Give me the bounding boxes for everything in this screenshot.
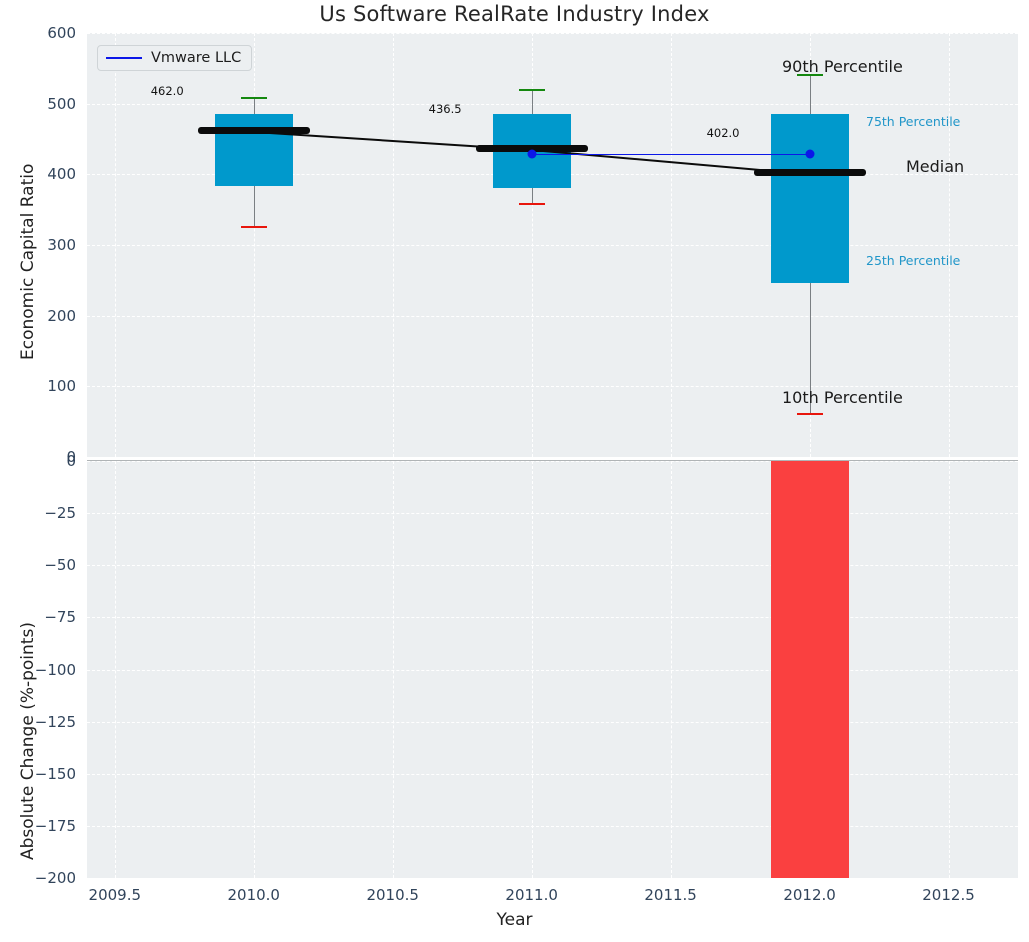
gridline-vertical [114, 33, 116, 457]
x-tick-label: 2012.5 [922, 886, 975, 904]
gridline-horizontal [87, 315, 1018, 317]
gridline-vertical [392, 461, 394, 878]
gridline-horizontal [87, 513, 1018, 515]
y-tick-label-bottom: 0 [66, 452, 76, 470]
y-tick-label-top: 600 [47, 24, 76, 42]
gridline-horizontal [87, 386, 1018, 388]
x-tick-label: 2011.0 [505, 886, 558, 904]
y-tick-label-bottom: −175 [34, 816, 76, 835]
annotation-10th-percentile: 10th Percentile [782, 388, 903, 407]
cap-10th-percentile [240, 225, 267, 228]
y-tick-label-bottom: −50 [44, 556, 76, 575]
x-tick-label: 2010.5 [366, 886, 419, 904]
gridline-horizontal [87, 33, 1018, 34]
gridline-vertical [531, 461, 533, 878]
x-tick-label: 2009.5 [88, 886, 142, 904]
panel-separator-line [87, 460, 1018, 461]
x-axis-title: Year [496, 910, 533, 930]
median-value-label: 436.5 [428, 101, 462, 116]
gridline-vertical [670, 461, 672, 878]
median-value-label: 402.0 [706, 125, 740, 140]
x-tick-label: 2011.5 [644, 886, 697, 904]
iqr-box [214, 114, 293, 187]
median-value-label: 462.0 [150, 83, 184, 98]
chart-title: Us Software RealRate Industry Index [319, 2, 710, 26]
gridline-horizontal [87, 461, 1018, 462]
x-tick-label: 2012.0 [783, 886, 836, 904]
x-tick-label: 2010.0 [227, 886, 280, 904]
series-point-vmware [805, 149, 815, 159]
cap-90th-percentile [240, 96, 267, 99]
y-tick-label-top: 0 [66, 448, 76, 466]
y-tick-label-bottom: −100 [34, 660, 76, 679]
annotation-median: Median [906, 157, 965, 176]
median-bar [753, 169, 866, 177]
y-axis-title-bottom: Absolute Change (%-points) [18, 622, 38, 860]
series-line-vmware [531, 153, 810, 155]
y-tick-label-bottom: −125 [34, 712, 76, 731]
legend-label-vmware: Vmware LLC [151, 50, 242, 66]
y-tick-label-top: 100 [47, 377, 76, 396]
gridline-horizontal [87, 457, 1018, 458]
annotation-25th-percentile: 25th Percentile [866, 253, 961, 268]
median-bar [475, 145, 588, 153]
iqr-box [770, 114, 849, 284]
cap-90th-percentile [518, 88, 545, 91]
gridline-horizontal [87, 103, 1018, 105]
series-point-vmware [527, 149, 537, 159]
gridline-vertical [948, 33, 950, 457]
gridline-horizontal [87, 565, 1018, 567]
gridline-horizontal [87, 721, 1018, 723]
cap-10th-percentile [796, 413, 823, 416]
gridline-vertical [948, 461, 950, 878]
median-bar [197, 127, 310, 135]
y-tick-label-top: 200 [47, 306, 76, 325]
gridline-horizontal [87, 825, 1018, 827]
y-tick-label-bottom: −25 [44, 504, 76, 523]
gridline-horizontal [87, 669, 1018, 671]
gridline-vertical [253, 33, 255, 457]
absolute-change-bar [770, 461, 849, 878]
y-tick-label-top: 400 [47, 165, 76, 184]
y-tick-label-top: 500 [47, 94, 76, 113]
gridline-vertical [670, 33, 672, 457]
cap-90th-percentile [796, 73, 823, 76]
cap-10th-percentile [518, 202, 545, 205]
gridline-vertical [392, 33, 394, 457]
legend[interactable]: Vmware LLC [97, 45, 253, 71]
legend-line-swatch-vmware [106, 57, 142, 59]
y-tick-label-bottom: −150 [34, 764, 76, 783]
annotation-90th-percentile: 90th Percentile [782, 57, 903, 76]
gridline-vertical [114, 461, 116, 878]
y-axis-title-top: Economic Capital Ratio [18, 163, 38, 360]
annotation-75th-percentile: 75th Percentile [866, 114, 961, 129]
y-tick-label-bottom: −75 [44, 608, 76, 627]
gridline-horizontal [87, 773, 1018, 775]
gridline-vertical [531, 33, 533, 457]
gridline-horizontal [87, 245, 1018, 246]
y-tick-label-top: 300 [47, 236, 76, 254]
gridline-horizontal [87, 617, 1018, 619]
gridline-vertical [253, 461, 255, 878]
gridline-horizontal [87, 878, 1018, 879]
y-tick-label-bottom: −200 [34, 869, 76, 887]
